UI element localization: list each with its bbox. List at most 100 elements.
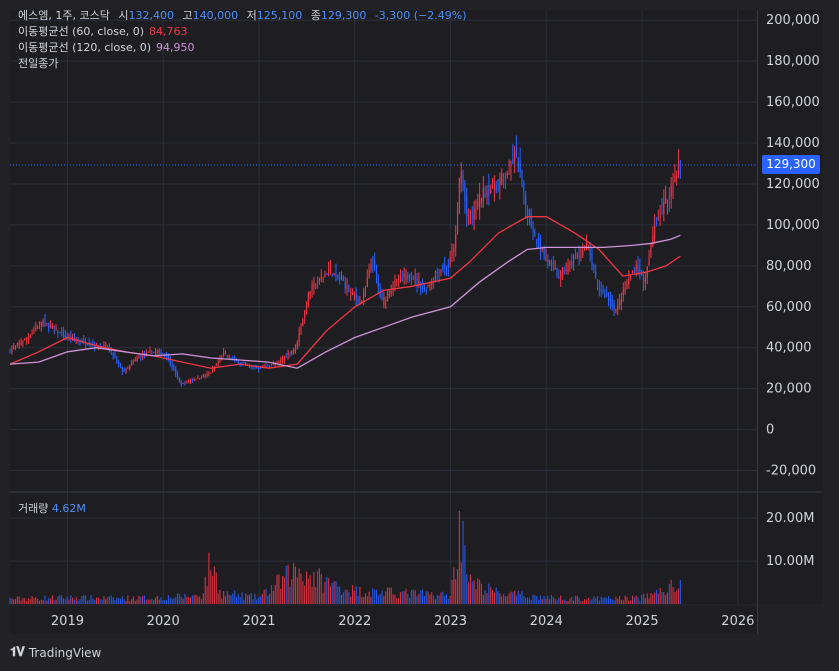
candle-body — [374, 260, 376, 269]
candle-body — [210, 372, 212, 374]
brand-label: TradingView — [28, 645, 102, 660]
candle-body — [421, 285, 424, 289]
volume-bar — [105, 599, 107, 604]
price-tick-label: -20,000 — [766, 464, 816, 479]
candle-body — [386, 293, 389, 301]
candle-body — [193, 379, 195, 381]
candle-body — [245, 362, 247, 365]
volume-bar — [569, 598, 571, 604]
candle-body — [154, 351, 157, 353]
volume-bar — [79, 599, 81, 604]
volume-bar — [149, 599, 151, 604]
volume-bar — [464, 545, 466, 604]
candle-body — [630, 276, 632, 278]
volume-bar — [318, 568, 320, 604]
volume-bar — [184, 593, 186, 604]
candle-body — [230, 357, 232, 359]
prev-close-legend[interactable]: 전일종가 — [18, 56, 467, 72]
candle-body — [394, 280, 396, 286]
candle-body — [488, 185, 490, 196]
candle-body — [112, 353, 114, 356]
candle-body — [171, 363, 173, 368]
volume-bar — [585, 599, 588, 604]
volume-legend[interactable]: 거래량 4.62M — [18, 500, 86, 516]
candle-body — [289, 353, 291, 355]
volume-bar — [427, 591, 429, 604]
candle-body — [401, 278, 403, 280]
volume-bar — [217, 593, 219, 604]
candle-body — [637, 263, 639, 274]
candle-body — [61, 332, 63, 337]
volume-bar — [543, 596, 545, 604]
volume-bar — [666, 592, 669, 604]
volume-bar — [24, 598, 26, 604]
candle-body — [197, 376, 199, 378]
candle-body — [53, 325, 55, 329]
candle-body — [368, 269, 370, 278]
ma60-legend[interactable]: 이동평균선 (60, close, 0) 84,763 — [18, 24, 467, 40]
candle-body — [517, 158, 519, 173]
volume-bar — [96, 597, 98, 604]
volume-bar — [13, 599, 15, 604]
candle-body — [427, 285, 429, 287]
volume-bar — [469, 574, 471, 604]
candle-body — [320, 276, 322, 279]
candle-body — [573, 261, 575, 263]
candle-body — [571, 261, 573, 267]
volume-bar — [248, 594, 250, 604]
candle-body — [477, 201, 479, 207]
volume-bar — [101, 599, 103, 604]
candle-body — [224, 353, 227, 355]
candle-body — [361, 301, 363, 303]
candle-body — [125, 368, 127, 373]
volume-bar — [620, 599, 623, 604]
candle-body — [328, 269, 330, 271]
candle-body — [291, 351, 293, 355]
ma120-legend[interactable]: 이동평균선 (120, close, 0) 94,950 — [18, 40, 467, 56]
candle-body — [584, 248, 586, 251]
symbol-label[interactable]: 에스엠, 1주, 코스닥 — [18, 9, 110, 22]
candle-body — [499, 177, 501, 189]
candle-body — [134, 359, 136, 362]
volume-bar — [119, 598, 122, 604]
candle-body — [442, 265, 444, 271]
candle-body — [423, 288, 425, 290]
candle-body — [418, 281, 420, 285]
volume-bar — [27, 598, 29, 604]
volume-bar — [291, 579, 293, 604]
candle-body — [167, 355, 169, 358]
volume-bar — [29, 598, 31, 604]
tradingview-brand[interactable]: 𝟏𝐕 TradingView — [10, 645, 101, 660]
volume-bar — [486, 593, 488, 604]
candle-body — [204, 375, 206, 377]
candle-body — [296, 342, 298, 350]
volume-bar — [348, 592, 350, 604]
candle-body — [425, 290, 427, 292]
candle-body — [491, 180, 494, 183]
candle-body — [595, 272, 597, 278]
candle-body — [453, 248, 455, 252]
volume-bar — [670, 579, 672, 604]
volume-bar — [506, 596, 508, 604]
candle-body — [237, 360, 239, 364]
volume-bar — [254, 593, 256, 604]
volume-bar — [200, 598, 203, 604]
volume-bar — [108, 596, 111, 604]
candle-body — [29, 335, 31, 337]
last-price-tag: 129,300 — [762, 155, 820, 175]
volume-bar — [44, 595, 46, 604]
volume-bar — [390, 587, 392, 604]
candle-body — [561, 268, 564, 276]
candle-body — [337, 275, 339, 278]
candle-body — [353, 296, 355, 298]
volume-bar — [337, 586, 339, 604]
candle-body — [272, 363, 274, 365]
candle-body — [451, 249, 453, 256]
candle-body — [243, 361, 245, 364]
volume-bar — [399, 592, 401, 604]
volume-bar — [567, 601, 569, 604]
volume-bar — [317, 570, 319, 604]
candle-body — [24, 338, 26, 340]
volume-bar — [294, 566, 297, 604]
